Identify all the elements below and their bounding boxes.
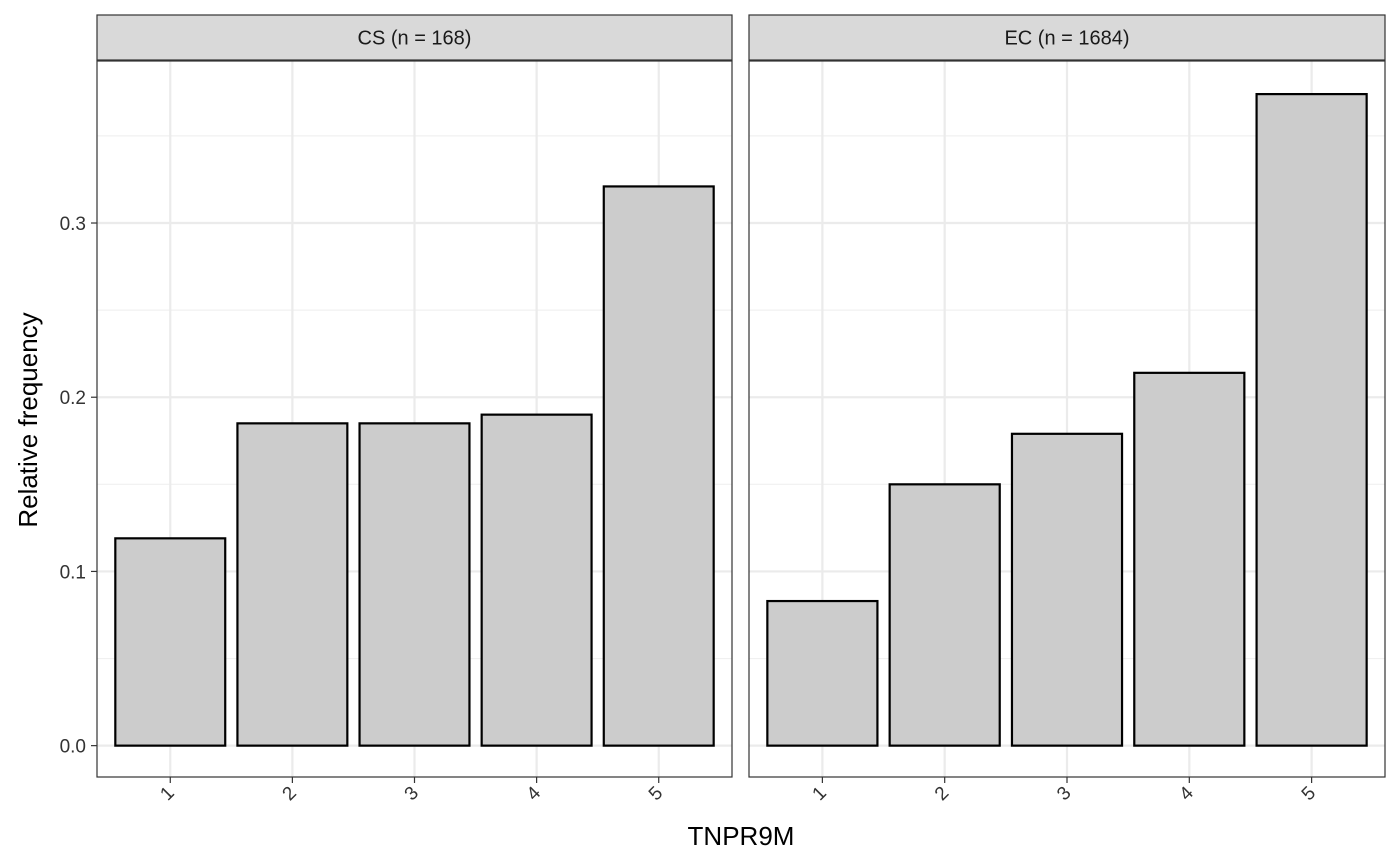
bar-2 <box>236 422 349 747</box>
facet-strip <box>96 14 733 61</box>
x-tick-label: 1 <box>809 783 831 805</box>
facet-panel-1: CS (n = 168) 1 2 3 4 5 <box>96 14 733 805</box>
x-axis-title: TNPR9M <box>688 821 795 851</box>
facet-panels: CS (n = 168) 1 2 3 4 5 EC (n = 1684) 1 2 3 4 5 <box>96 14 1386 805</box>
bar-3 <box>358 422 471 747</box>
x-tick-label: 4 <box>1176 782 1199 805</box>
facet-strip-label: CS (n = 168) <box>358 28 472 50</box>
x-tick-label: 2 <box>931 783 953 805</box>
x-tick-label: 1 <box>156 783 178 805</box>
x-tick-label: 5 <box>645 783 667 805</box>
y-tick-label: 0.2 <box>60 388 86 409</box>
bar-5 <box>1255 92 1368 747</box>
x-tick-label: 3 <box>1053 783 1075 805</box>
bar-1 <box>114 537 227 747</box>
facet-strip-label: EC (n = 1684) <box>1004 28 1129 50</box>
y-tick-label: 0.3 <box>60 214 86 235</box>
x-tick-label: 3 <box>401 783 423 805</box>
y-axis-title: Relative frequency <box>13 312 43 527</box>
bar-4 <box>1133 371 1246 747</box>
x-tick-label: 4 <box>523 782 546 805</box>
facet-strip <box>748 14 1386 61</box>
bar-1 <box>766 599 879 747</box>
y-tick-label: 0.1 <box>60 562 86 583</box>
bar-2 <box>888 483 1001 747</box>
x-tick-label: 5 <box>1298 783 1320 805</box>
bar-5 <box>602 185 715 747</box>
bar-3 <box>1010 432 1124 747</box>
facet-panel-2: EC (n = 1684) 1 2 3 4 5 <box>748 14 1386 805</box>
y-tick-label: 0.0 <box>60 737 86 758</box>
y-axis: 0.0 0.1 0.2 0.3 <box>60 214 97 758</box>
bar-4 <box>480 413 593 747</box>
x-tick-label: 2 <box>279 783 301 805</box>
